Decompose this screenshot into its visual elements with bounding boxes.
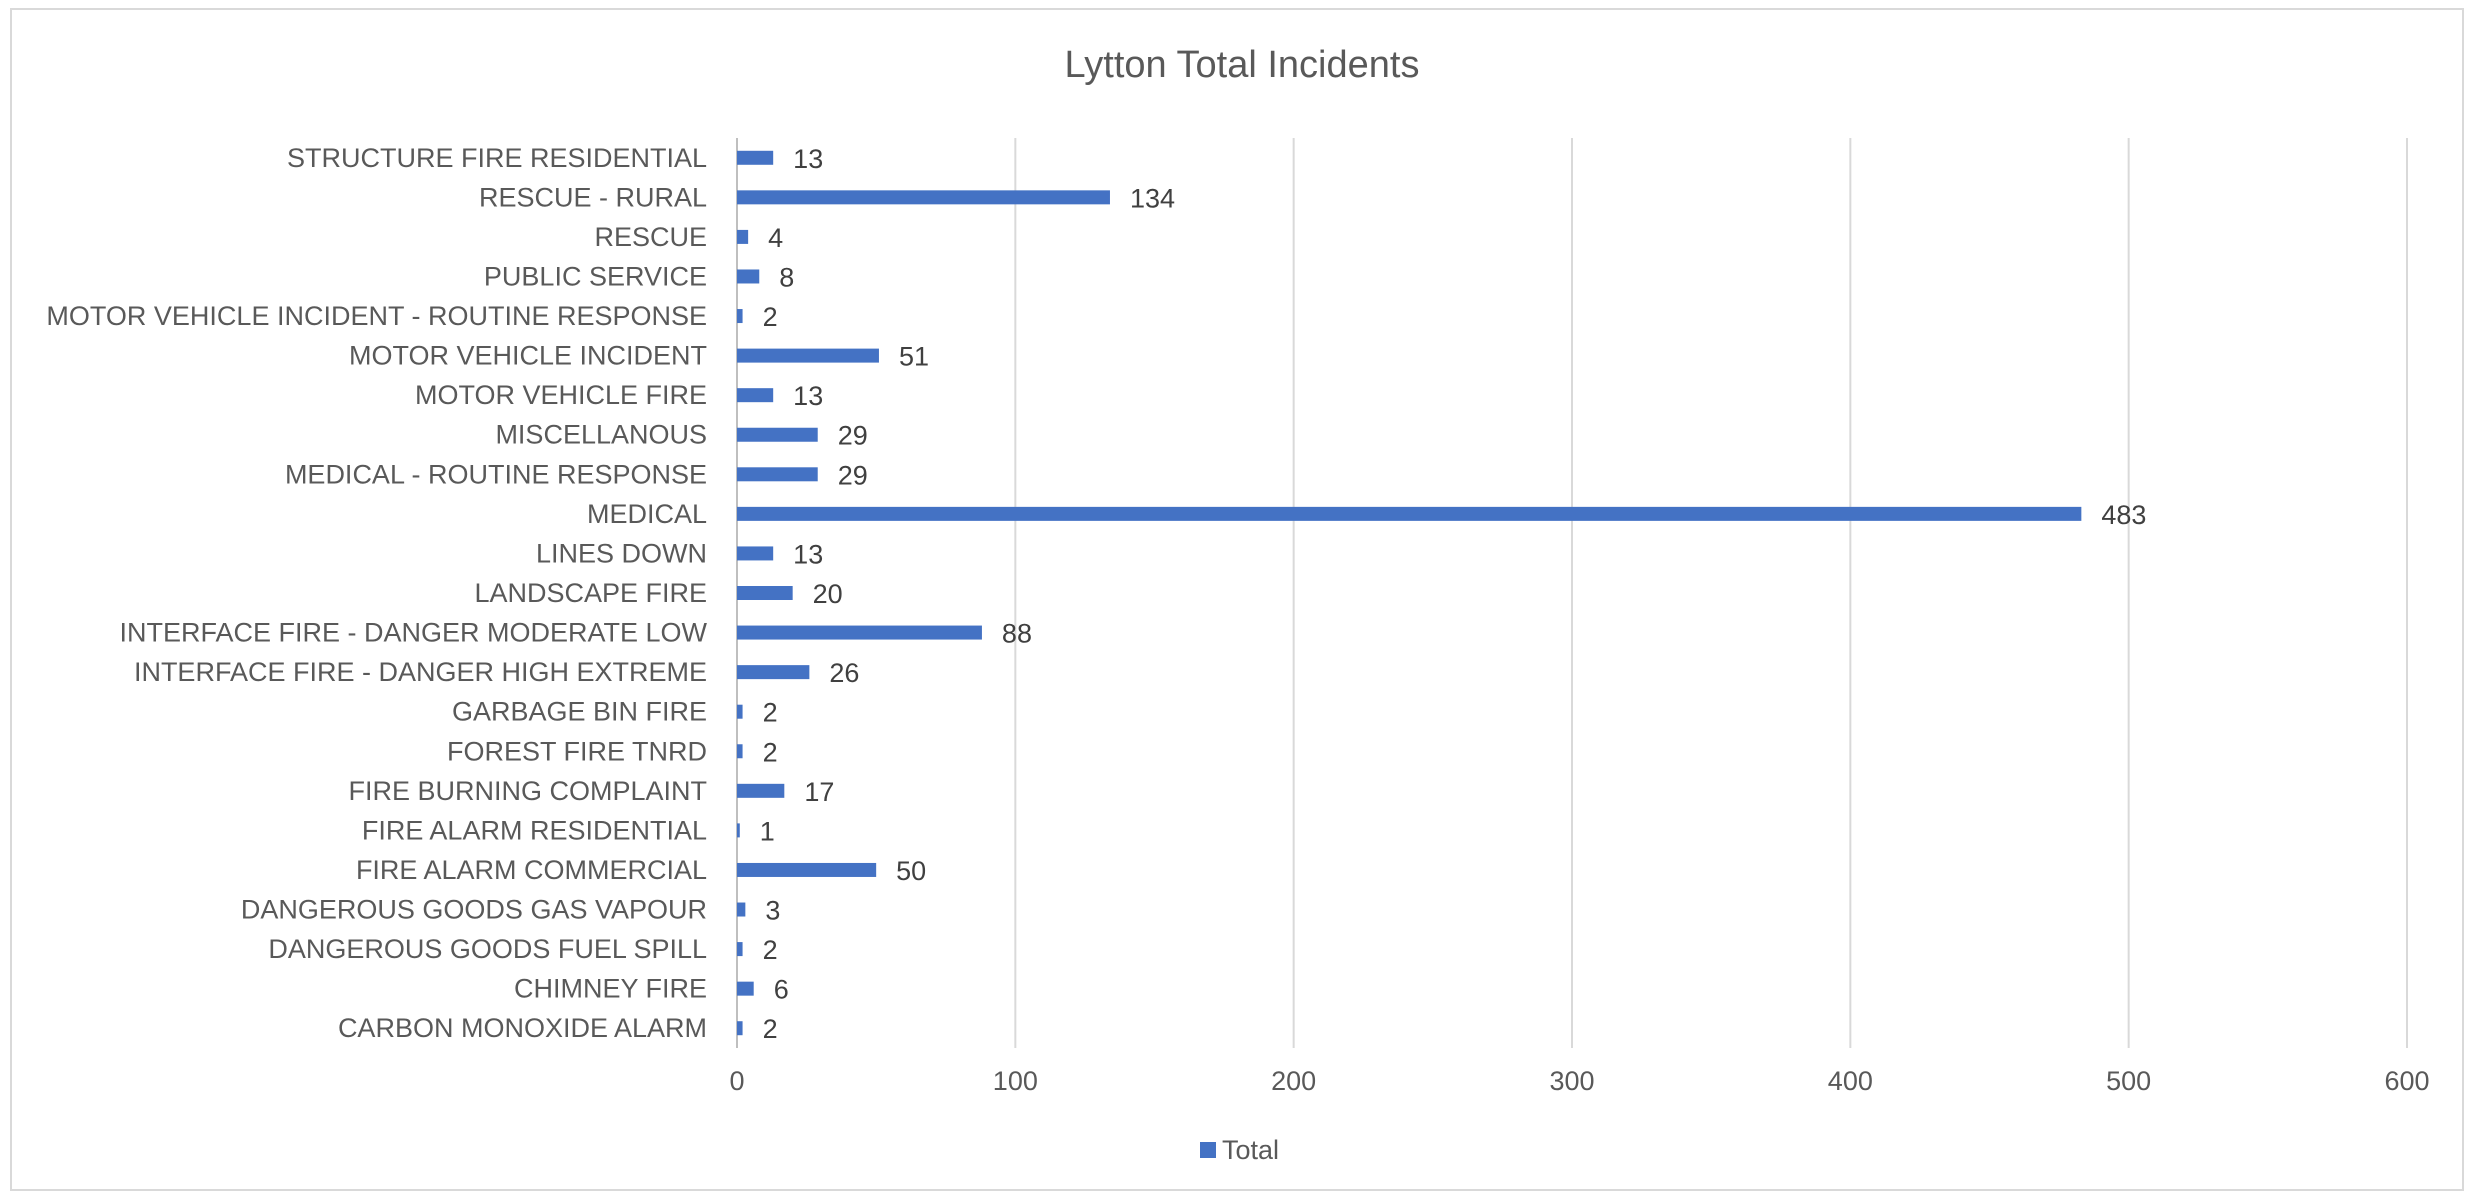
data-label: 13 (793, 381, 823, 411)
category-label: MOTOR VEHICLE INCIDENT (349, 341, 707, 371)
category-label: DANGEROUS GOODS FUEL SPILL (268, 934, 707, 964)
x-tick-label: 300 (1549, 1066, 1594, 1096)
category-label: CHIMNEY FIRE (514, 974, 707, 1004)
bar (737, 388, 774, 403)
category-label: INTERFACE FIRE - DANGER MODERATE LOW (119, 618, 707, 648)
bar (737, 467, 818, 482)
category-label: INTERFACE FIRE - DANGER HIGH EXTREME (134, 657, 707, 687)
bar (737, 309, 743, 324)
bar (737, 1021, 743, 1036)
x-axis-tick-labels: 0 100 200 300 400 500 600 (729, 1066, 2429, 1096)
bars (737, 150, 2082, 1036)
data-label: 3 (765, 896, 780, 926)
bar (737, 190, 1110, 205)
data-label: 29 (838, 421, 868, 451)
bar (737, 546, 774, 561)
bar (737, 704, 743, 719)
category-label: FOREST FIRE TNRD (447, 736, 707, 766)
data-label: 13 (793, 539, 823, 569)
bar (737, 783, 785, 798)
category-label: LINES DOWN (536, 538, 707, 568)
bar (737, 981, 754, 996)
bar (737, 229, 749, 244)
data-label: 50 (896, 856, 926, 886)
bar (737, 269, 760, 284)
data-label: 6 (774, 975, 789, 1005)
data-label: 2 (763, 737, 778, 767)
category-label: MISCELLANOUS (495, 420, 707, 450)
category-label: CARBON MONOXIDE ALARM (338, 1013, 707, 1043)
category-labels: STRUCTURE FIRE RESIDENTIAL RESCUE - RURAL… (46, 143, 707, 1043)
bar (737, 150, 774, 165)
category-label: FIRE ALARM RESIDENTIAL (362, 815, 707, 845)
data-label: 29 (838, 460, 868, 490)
data-label: 13 (793, 144, 823, 174)
x-tick-label: 600 (2384, 1066, 2429, 1096)
bar (737, 586, 793, 600)
bar (737, 506, 2082, 521)
bar (737, 665, 810, 680)
bar (737, 823, 740, 838)
category-label: MEDICAL - ROUTINE RESPONSE (285, 459, 707, 489)
x-tick-label: 500 (2106, 1066, 2151, 1096)
data-label: 483 (2101, 500, 2146, 530)
data-label: 1 (760, 816, 775, 846)
data-label: 2 (763, 698, 778, 728)
bar-chart: Lytton Total Incidents STRUCTURE FIRE RE… (46, 44, 2429, 1165)
chart-title: Lytton Total Incidents (1065, 44, 1420, 86)
data-label: 2 (763, 1014, 778, 1044)
gridlines (736, 138, 2408, 1048)
bar (737, 427, 818, 442)
category-label: RESCUE (594, 222, 707, 252)
bar (737, 348, 879, 363)
category-label: MEDICAL (587, 499, 707, 529)
category-label: DANGEROUS GOODS GAS VAPOUR (241, 895, 707, 925)
data-label: 88 (1002, 619, 1032, 649)
x-tick-label: 200 (1271, 1066, 1316, 1096)
data-label: 17 (804, 777, 834, 807)
data-label: 4 (768, 223, 783, 253)
data-label: 2 (763, 935, 778, 965)
category-label: GARBAGE BIN FIRE (452, 697, 707, 727)
category-label: STRUCTURE FIRE RESIDENTIAL (287, 143, 707, 173)
chart-frame: Lytton Total Incidents STRUCTURE FIRE RE… (10, 8, 2464, 1191)
bar (737, 744, 743, 759)
category-label: MOTOR VEHICLE INCIDENT - ROUTINE RESPONS… (46, 301, 707, 331)
bar (737, 902, 746, 917)
bar (737, 942, 743, 957)
x-tick-label: 400 (1828, 1066, 1873, 1096)
category-label: FIRE ALARM COMMERCIAL (356, 855, 707, 885)
category-label: MOTOR VEHICLE FIRE (415, 380, 707, 410)
data-label: 134 (1130, 183, 1175, 213)
legend-label: Total (1222, 1135, 1279, 1165)
category-label: RESCUE - RURAL (479, 182, 707, 212)
category-label: LANDSCAPE FIRE (474, 578, 707, 608)
category-label: FIRE BURNING COMPLAINT (348, 776, 707, 806)
bar (737, 862, 877, 877)
x-tick-label: 0 (729, 1066, 744, 1096)
data-label: 51 (899, 342, 929, 372)
data-label: 26 (829, 658, 859, 688)
category-label: PUBLIC SERVICE (484, 261, 707, 291)
legend: Total (1200, 1135, 1279, 1165)
x-tick-label: 100 (993, 1066, 1038, 1096)
data-label: 20 (813, 579, 843, 609)
bar (737, 625, 982, 640)
data-label: 8 (779, 262, 794, 292)
data-label: 2 (763, 302, 778, 332)
legend-swatch (1200, 1142, 1216, 1158)
